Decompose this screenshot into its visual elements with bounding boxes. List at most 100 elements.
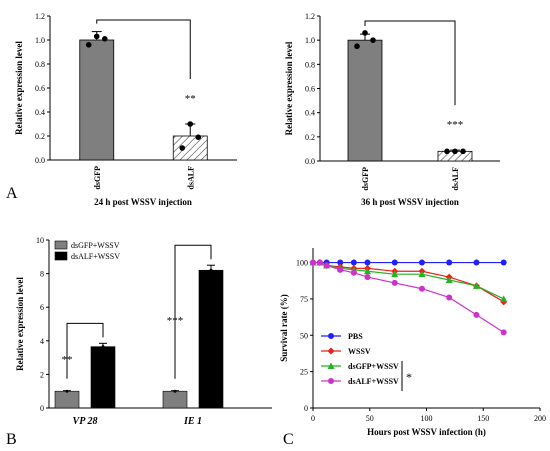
y-tick-label: 0.2 [35, 132, 45, 141]
replicate-point [93, 33, 100, 40]
y-tick-label: 1.0 [305, 36, 315, 45]
data-point [446, 259, 453, 266]
data-point [418, 259, 425, 266]
chart-gene-expression: 0 2 4 6 8 10 Relative expression level ** VP 28 *… [15, 236, 272, 427]
significance-label: *** [167, 315, 184, 327]
legend-marker [327, 347, 335, 355]
y-tick-label: 0.6 [305, 85, 315, 94]
replicate-point [85, 42, 92, 48]
y-tick-label: 2 [40, 370, 44, 379]
data-point [316, 259, 323, 266]
significance-bracket [364, 20, 456, 106]
data-point [350, 269, 357, 276]
y-tick-label: 50 [300, 331, 308, 340]
y-tick-label: 75 [300, 295, 308, 304]
y-tick-label: 0 [304, 404, 308, 413]
data-point [391, 270, 399, 278]
significance-label: ** [62, 354, 73, 366]
chart-24h: 0.0 0.2 0.4 0.6 0.8 1.0 1.2 Relative expression… [14, 12, 237, 207]
y-tick-label: 0.0 [35, 156, 45, 165]
x-tick-label: 150 [477, 414, 489, 423]
x-tick-label: dsGFP [93, 166, 102, 190]
significance-label: ** [185, 93, 196, 105]
x-tick-label: dsALF [186, 166, 195, 190]
caption: 24 h post WSSV injection [94, 197, 192, 207]
y-axis-label: Relative expression level [14, 41, 24, 135]
x-tick-label: 0 [311, 414, 315, 423]
y-tick-label: 6 [40, 303, 44, 312]
x-tick-label: 200 [534, 414, 546, 423]
legend-label: dsALF+WSSV [71, 252, 120, 261]
y-tick-label: 0 [40, 404, 44, 413]
data-point [500, 295, 508, 302]
bar-dsgfp [79, 39, 115, 161]
data-point [446, 294, 453, 301]
panel-letter-c: C [283, 431, 294, 448]
data-point [500, 329, 507, 336]
y-tick-label: 0.8 [305, 60, 315, 69]
bar-dsalf-wssv [90, 346, 116, 409]
replicate-point [179, 145, 186, 151]
y-axis-label: Survival rate (%) [279, 294, 289, 362]
series-line-dsalf-wssv [313, 261, 505, 333]
legend-label: PBS [348, 332, 363, 341]
data-point [350, 259, 357, 266]
replicate-point [460, 148, 466, 155]
replicate-point [362, 30, 368, 36]
y-tick-label: 25 [300, 368, 308, 377]
caption: 36 h post WSSV injection [361, 197, 459, 207]
y-tick-label: 1.0 [35, 36, 45, 45]
replicate-point [187, 121, 194, 127]
panel-letter-b: B [6, 431, 17, 448]
legend-label: dsALF+WSSV [348, 377, 399, 386]
data-point [337, 266, 344, 273]
y-tick-label: 10 [36, 236, 44, 245]
data-point [391, 279, 398, 286]
significance-bracket [96, 19, 191, 79]
data-point [391, 259, 398, 266]
y-axis-label: Relative expression level [15, 277, 25, 371]
data-point [445, 276, 453, 283]
bar-dsalf-wssv [198, 269, 224, 409]
legend-label: dsGFP+WSSV [348, 362, 399, 371]
data-point [418, 285, 425, 292]
bar-dsgfp-wssv [162, 390, 188, 409]
bar-dsgfp [347, 39, 383, 162]
replicate-point [354, 43, 360, 50]
x-tick-label: IE 1 [183, 416, 202, 427]
data-point [364, 274, 371, 281]
y-tick-label: 0.4 [305, 109, 315, 118]
x-tick-label: dsALF [451, 167, 460, 191]
data-point [323, 262, 330, 269]
data-point [337, 259, 344, 266]
y-tick-label: 1.2 [305, 12, 315, 21]
replicate-point [209, 268, 213, 272]
data-point [500, 259, 507, 266]
y-tick-label: 8 [40, 270, 44, 279]
y-tick-label: 0.6 [35, 84, 45, 93]
data-point [418, 270, 426, 278]
x-axis-label: Hours post WSSV infection (h) [367, 427, 486, 437]
y-tick-label: 4 [40, 337, 44, 346]
x-tick-label: 50 [366, 414, 374, 423]
y-tick-label: 0.4 [35, 108, 45, 117]
significance-bracket [66, 322, 104, 379]
y-axis-label: Relative expression level [284, 41, 294, 135]
replicate-point [101, 36, 108, 42]
data-point [310, 259, 316, 266]
data-point [363, 267, 371, 275]
x-tick-label: VP 28 [73, 416, 98, 427]
replicate-point [444, 148, 450, 155]
data-point [473, 259, 480, 266]
data-point [364, 259, 371, 266]
y-tick-label: 0.2 [305, 133, 315, 142]
chart-36h: 0.0 0.2 0.4 0.6 0.8 1.0 1.2 Relative expression… [284, 12, 500, 207]
x-tick-label: 100 [421, 414, 433, 423]
bar-dsgfp-wssv [54, 390, 80, 409]
replicate-point [173, 389, 177, 393]
legend-marker [328, 333, 334, 339]
x-tick-label: dsGFP [361, 167, 370, 191]
replicate-point [452, 148, 458, 155]
y-tick-label: 0.8 [35, 60, 45, 69]
